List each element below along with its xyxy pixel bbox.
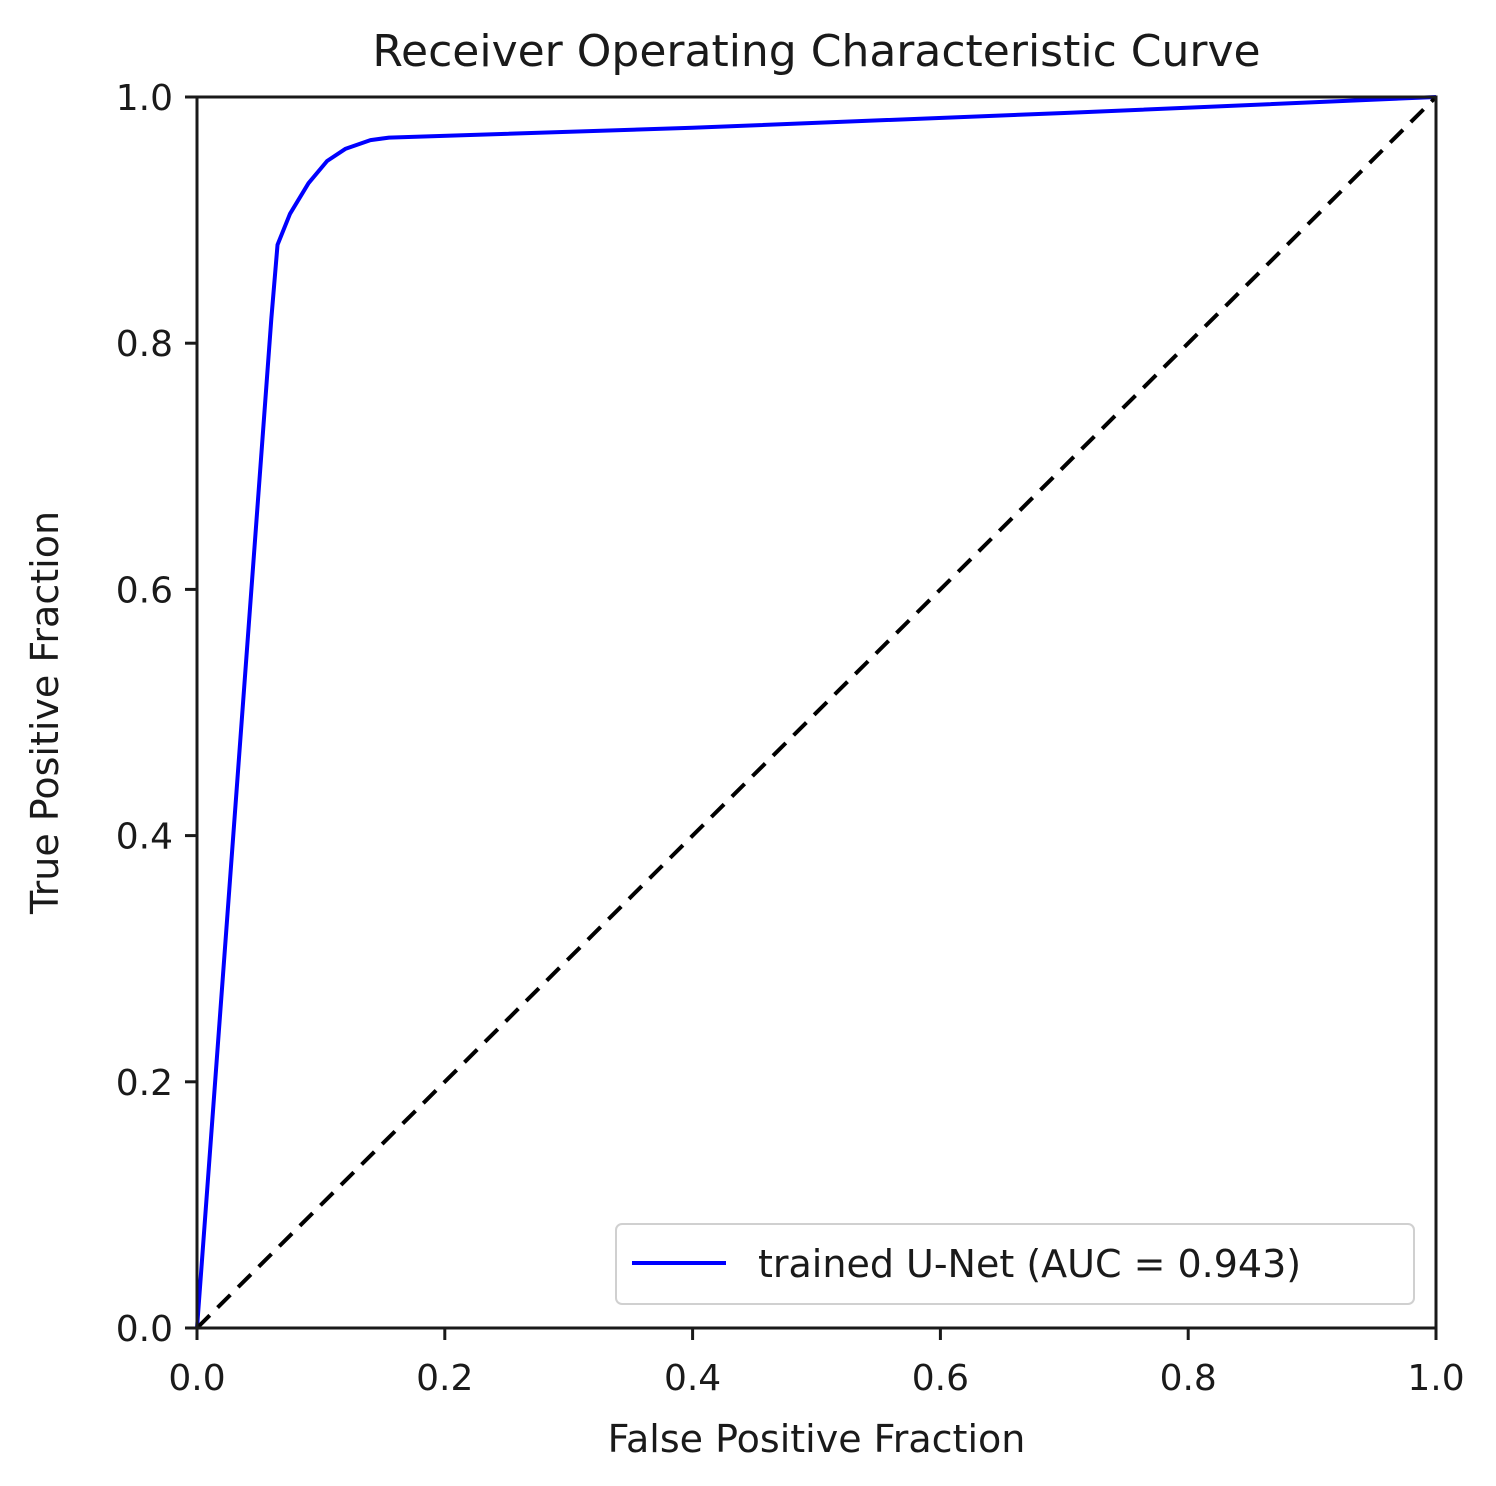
- x-tick-label: 1.0: [1407, 1358, 1464, 1399]
- y-tick-label: 0.4: [116, 817, 173, 858]
- y-tick-label: 0.2: [116, 1063, 173, 1104]
- legend: trained U-Net (AUC = 0.943): [615, 1223, 1415, 1305]
- x-tick-label: 0.2: [416, 1358, 473, 1399]
- x-axis-ticks: 0.0 0.2 0.4 0.6 0.8 1.0: [168, 1328, 1465, 1399]
- x-axis-label: False Positive Fraction: [608, 1417, 1026, 1461]
- x-tick-label: 0.6: [912, 1358, 969, 1399]
- x-tick-label: 0.0: [168, 1358, 225, 1399]
- plot-frame: [195, 95, 1438, 1330]
- diagonal-reference-line: [195, 95, 1438, 1330]
- legend-label-trained-unet: trained U-Net (AUC = 0.943): [758, 1242, 1301, 1286]
- y-axis-label: True Positive Fraction: [23, 511, 67, 915]
- series-line-trained-unet: [195, 95, 1437, 1329]
- plot-layer: [195, 95, 1438, 1330]
- y-axis-ticks: 0.0 0.2 0.4 0.6 0.8 1.0: [116, 78, 197, 1350]
- x-tick-label: 0.4: [664, 1358, 721, 1399]
- y-tick-label: 0.0: [116, 1309, 173, 1350]
- y-tick-label: 0.8: [116, 324, 173, 365]
- y-tick-label: 1.0: [116, 78, 173, 119]
- x-tick-label: 0.8: [1160, 1358, 1217, 1399]
- legend-box: [615, 1223, 1415, 1305]
- y-tick-label: 0.6: [116, 570, 173, 611]
- chart-title: Receiver Operating Characteristic Curve: [372, 26, 1260, 77]
